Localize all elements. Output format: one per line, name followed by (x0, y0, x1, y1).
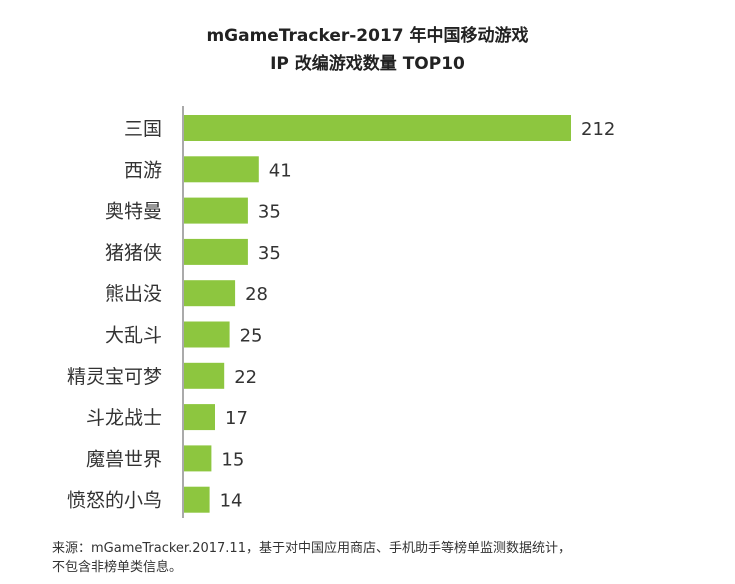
bar-9 (184, 445, 212, 472)
bar-5 (184, 280, 236, 307)
category-label-5: 熊出没 (105, 283, 162, 305)
bar-6 (184, 321, 230, 348)
bar-10 (184, 486, 210, 513)
source-note-line1: 来源：mGameTracker.2017.11，基于对中国应用商店、手机助手等榜… (52, 541, 571, 556)
chart-title: mGameTracker-2017 年中国移动游戏 IP 改编游戏数量 TOP1… (0, 22, 735, 78)
bar-8 (184, 404, 215, 431)
value-label-5: 28 (245, 284, 268, 305)
category-label-3: 奥特曼 (105, 201, 162, 223)
value-label-9: 15 (221, 449, 244, 470)
category-label-1: 三国 (124, 118, 162, 140)
bar-1 (184, 115, 571, 141)
bar-4 (184, 238, 248, 265)
value-label-4: 35 (258, 243, 281, 264)
bar-7 (184, 362, 225, 389)
category-label-8: 斗龙战士 (86, 407, 162, 429)
chart-title-line2: IP 改编游戏数量 TOP10 (270, 54, 465, 74)
value-label-10: 14 (220, 491, 243, 512)
source-note-line2: 不包含非榜单类信息。 (52, 560, 183, 575)
bar-2 (184, 156, 259, 183)
category-label-6: 大乱斗 (105, 325, 162, 347)
category-label-2: 西游 (124, 159, 162, 181)
category-label-7: 精灵宝可梦 (67, 366, 162, 388)
value-label-8: 17 (225, 408, 248, 429)
category-label-9: 魔兽世界 (86, 448, 162, 470)
category-label-4: 猪猪侠 (105, 242, 162, 264)
value-label-2: 41 (269, 160, 292, 181)
category-label-10: 愤怒的小鸟 (67, 490, 162, 512)
value-label-1: 212 (581, 119, 615, 140)
value-label-6: 25 (240, 326, 263, 347)
chart-title-line1: mGameTracker-2017 年中国移动游戏 (206, 26, 529, 46)
bar-3 (184, 197, 248, 224)
value-label-7: 22 (234, 367, 257, 388)
source-note: 来源：mGameTracker.2017.11，基于对中国应用商店、手机助手等榜… (52, 539, 722, 577)
value-label-3: 35 (258, 202, 281, 223)
